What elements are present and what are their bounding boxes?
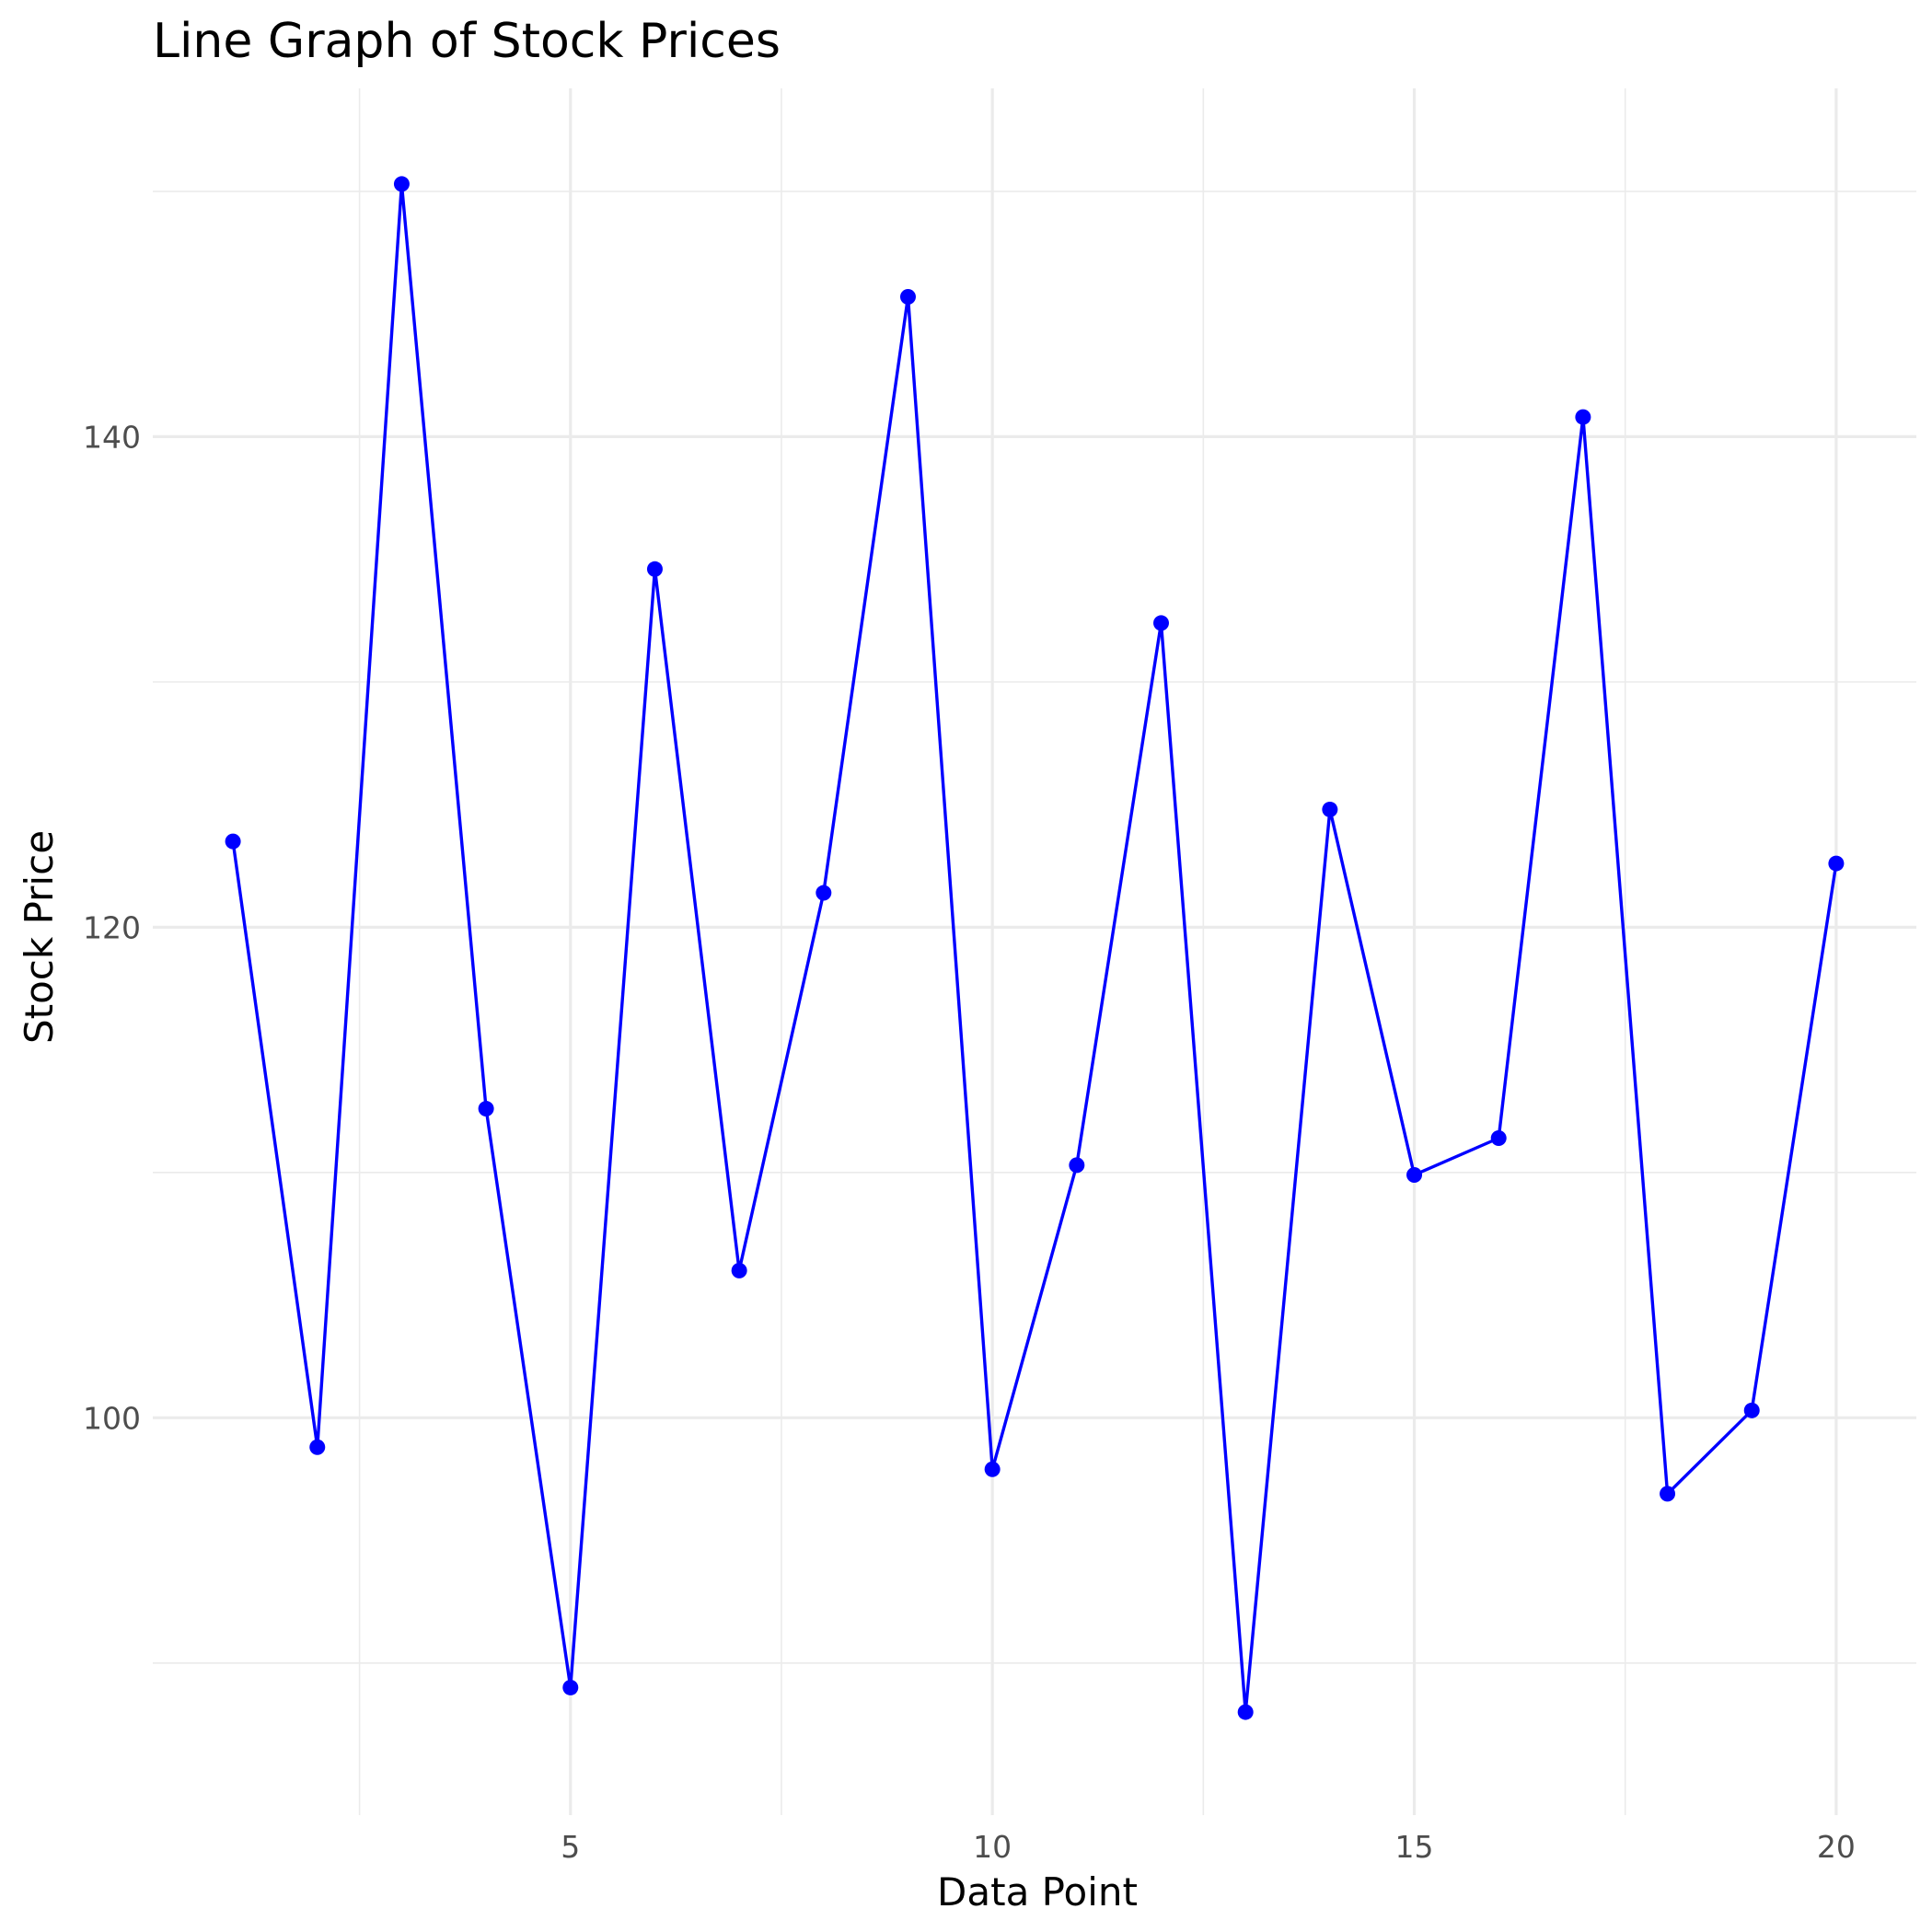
data-point (478, 1101, 494, 1117)
data-point (1153, 615, 1170, 631)
x-tick-label: 5 (561, 1829, 580, 1865)
data-point (309, 1439, 326, 1455)
y-tick-label: 120 (83, 909, 141, 945)
data-point (1069, 1157, 1085, 1174)
x-tick-label: 15 (1395, 1829, 1434, 1865)
x-tick-label: 10 (973, 1829, 1012, 1865)
axis-labels: 5 10 15 20 100 120 140 (83, 419, 1856, 1865)
data-point (731, 1262, 747, 1278)
data-point (1406, 1166, 1423, 1183)
x-tick-label: 20 (1817, 1829, 1856, 1865)
data-point (225, 833, 241, 850)
y-tick-label: 140 (83, 419, 141, 455)
data-point (1575, 409, 1591, 425)
data-point (899, 289, 916, 306)
data-point (816, 885, 832, 901)
data-point (1490, 1130, 1507, 1147)
data-point (1322, 801, 1338, 817)
series-line (231, 182, 1838, 1714)
data-point (1660, 1486, 1676, 1502)
y-tick-label: 100 (83, 1400, 141, 1436)
y-axis-title: Stock Price (17, 830, 62, 1044)
chart-title: Line Graph of Stock Prices (153, 14, 781, 69)
data-point (1828, 855, 1845, 872)
data-point (646, 561, 663, 577)
data-point (393, 176, 410, 192)
data-point (562, 1679, 579, 1695)
series-layer (225, 176, 1845, 1720)
data-point (1237, 1704, 1254, 1720)
x-axis-title: Data Point (937, 1869, 1138, 1915)
data-point (984, 1461, 1001, 1477)
data-point (1743, 1402, 1760, 1418)
